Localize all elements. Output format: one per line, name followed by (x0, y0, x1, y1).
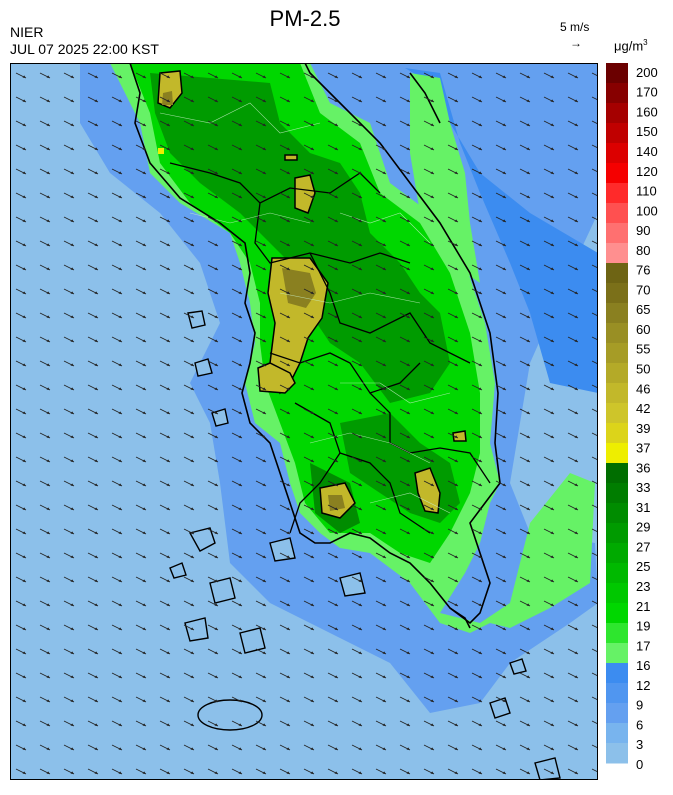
legend-label: 16 (636, 658, 650, 673)
unit-exponent: 3 (643, 38, 648, 47)
legend-swatch (606, 63, 628, 84)
legend-swatch (606, 463, 628, 484)
wind-reference-label: 5 m/s (560, 20, 590, 34)
legend: 2001701601501401201101009080767065605550… (606, 63, 658, 772)
legend-swatch (606, 443, 628, 464)
unit-base: μg/m (614, 38, 644, 54)
wind-vector-field (10, 63, 598, 780)
legend-swatch (606, 123, 628, 144)
legend-swatch (606, 583, 628, 604)
legend-swatch (606, 143, 628, 164)
legend-label: 76 (636, 263, 650, 278)
legend-label: 120 (636, 164, 658, 179)
legend-swatch (606, 563, 628, 584)
legend-swatch (606, 343, 628, 364)
legend-label: 12 (636, 678, 650, 693)
pm25-map (10, 63, 598, 780)
legend-label: 21 (636, 599, 650, 614)
legend-swatch (606, 703, 628, 724)
legend-label: 17 (636, 638, 650, 653)
legend-swatch (606, 363, 628, 384)
legend-swatch (606, 723, 628, 744)
legend-label: 0 (636, 757, 643, 772)
legend-label: 150 (636, 124, 658, 139)
wind-reference-arrow-icon: → (570, 36, 582, 50)
legend-swatch (606, 103, 628, 124)
legend-label: 39 (636, 421, 650, 436)
legend-swatch (606, 263, 628, 284)
legend-label: 90 (636, 223, 650, 238)
legend-swatch (606, 623, 628, 644)
legend-swatch (606, 663, 628, 684)
legend-swatch (606, 383, 628, 404)
legend-label: 50 (636, 362, 650, 377)
legend-swatch (606, 223, 628, 244)
legend-swatch (606, 483, 628, 504)
legend-label: 25 (636, 559, 650, 574)
map-title: PM-2.5 (269, 6, 341, 31)
legend-swatch (606, 643, 628, 664)
legend-swatch (606, 303, 628, 324)
unit-label: μg/m3 (614, 38, 648, 53)
legend-label: 36 (636, 460, 650, 475)
map-frame (10, 63, 598, 780)
legend-label: 31 (636, 500, 650, 515)
legend-label: 65 (636, 302, 650, 317)
legend-label: 29 (636, 520, 650, 535)
legend-swatch (606, 323, 628, 344)
legend-label: 19 (636, 619, 650, 634)
legend-swatch (606, 163, 628, 184)
legend-label: 60 (636, 322, 650, 337)
legend-label: 42 (636, 401, 650, 416)
legend-label: 170 (636, 85, 658, 100)
legend-label: 23 (636, 579, 650, 594)
legend-swatch (606, 203, 628, 224)
legend-swatch (606, 423, 628, 444)
legend-swatch (606, 183, 628, 204)
legend-label: 140 (636, 144, 658, 159)
legend-swatch (606, 543, 628, 564)
legend-label: 6 (636, 717, 643, 732)
legend-label: 160 (636, 104, 658, 119)
legend-swatch (606, 283, 628, 304)
legend-swatch (606, 403, 628, 424)
legend-label: 3 (636, 737, 643, 752)
legend-swatch (606, 503, 628, 524)
legend-label: 27 (636, 539, 650, 554)
legend-label: 80 (636, 243, 650, 258)
agency-label: NIER (10, 24, 44, 40)
legend-swatch (606, 83, 628, 104)
legend-label: 9 (636, 698, 643, 713)
legend-label: 37 (636, 441, 650, 456)
legend-swatch (606, 243, 628, 264)
legend-label: 70 (636, 282, 650, 297)
legend-label: 46 (636, 381, 650, 396)
legend-label: 55 (636, 342, 650, 357)
legend-swatches (606, 63, 628, 764)
datetime-label: JUL 07 2025 22:00 KST (10, 41, 159, 57)
legend-labels: 2001701601501401201101009080767065605550… (636, 65, 658, 772)
legend-swatch (606, 683, 628, 704)
legend-swatch (606, 523, 628, 544)
legend-label: 100 (636, 203, 658, 218)
legend-swatch (606, 603, 628, 624)
legend-label: 33 (636, 480, 650, 495)
legend-swatch (606, 743, 628, 764)
legend-label: 110 (636, 184, 657, 199)
legend-label: 200 (636, 65, 658, 80)
